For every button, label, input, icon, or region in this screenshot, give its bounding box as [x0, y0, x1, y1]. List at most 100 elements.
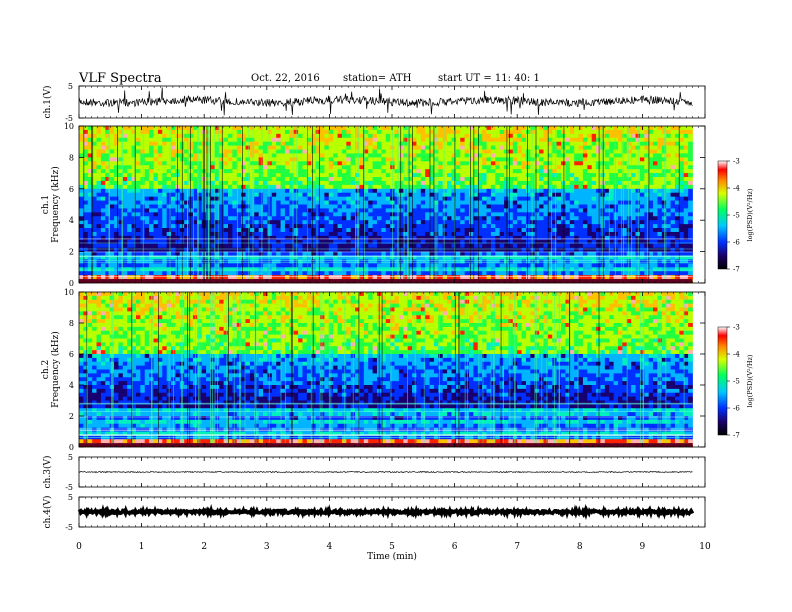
spectrogram-cell — [517, 141, 522, 147]
spectrogram-cell — [271, 145, 277, 150]
spectrogram-cell — [425, 184, 430, 190]
spectrogram-cell — [578, 212, 584, 217]
spectrogram-cell — [122, 184, 128, 190]
spectrogram-cell — [626, 157, 632, 162]
spectrogram-cell — [648, 169, 654, 174]
spectrogram-cell — [131, 204, 137, 209]
spectrogram-cell — [188, 192, 194, 198]
spectrogram-cell — [236, 212, 242, 217]
spectrogram-cell — [350, 255, 356, 260]
spectrogram-cell — [114, 255, 119, 260]
spectrogram-cell — [543, 149, 549, 154]
spectrogram-cell — [631, 161, 636, 166]
spectrogram-cell — [188, 247, 194, 253]
spectrogram-cell — [293, 208, 299, 213]
spectrogram-cell — [127, 149, 132, 154]
spectrogram-cell — [298, 208, 303, 213]
spectrogram-cell — [596, 243, 601, 249]
spectrogram-cell — [284, 153, 290, 158]
spectrogram-cell — [490, 165, 496, 170]
spectrogram-cell — [604, 173, 610, 178]
spectrogram-cell — [293, 235, 299, 241]
spectrogram-cell — [184, 208, 189, 213]
spectrogram-cell — [162, 157, 168, 162]
spectrogram-cell — [328, 129, 334, 135]
spectrogram-cell — [613, 177, 619, 182]
spectrogram-cell — [547, 157, 553, 162]
spectrogram-cell — [416, 192, 422, 198]
spectrogram-cell — [363, 235, 369, 241]
spectrogram-cell — [622, 192, 628, 198]
spectrogram-cell — [451, 255, 457, 260]
spectrogram-cell — [341, 149, 347, 154]
spectrogram-cell — [280, 180, 286, 186]
spectrogram-cell — [490, 247, 496, 253]
spectrogram-cell — [556, 177, 562, 182]
spectrogram-cell — [376, 228, 382, 233]
spectrogram-cell — [328, 224, 334, 229]
spectrogram-cell — [477, 184, 483, 190]
spectrogram-cell — [561, 157, 566, 162]
spectrogram-cell — [96, 161, 102, 166]
spectrogram-cell — [245, 243, 251, 249]
spectrogram-cell — [420, 235, 426, 241]
spectrogram-cell — [477, 173, 483, 178]
spectrogram-cell — [455, 169, 461, 174]
spectrogram-cell — [320, 216, 325, 221]
spectrogram-cell — [289, 196, 295, 201]
spectrogram-cell — [263, 126, 268, 131]
spectrogram-cell — [109, 141, 115, 147]
spectrogram-cell — [249, 129, 255, 135]
spectrogram-cell — [653, 133, 658, 139]
spectrogram-cell — [236, 208, 242, 213]
spectrogram-cell — [512, 177, 518, 182]
spectrogram-cell — [521, 137, 527, 143]
spectrogram-cell — [451, 196, 457, 201]
spectrogram-cell — [311, 208, 317, 213]
spectrogram-cell — [460, 161, 466, 166]
spectrogram-cell — [617, 208, 623, 213]
spectrogram-cell — [429, 228, 435, 233]
spectrogram-cell — [197, 224, 203, 229]
spectrogram-cell — [530, 231, 536, 237]
spectrogram-cell — [420, 216, 426, 221]
spectrogram-cell — [324, 235, 330, 241]
spectrogram-cell — [683, 192, 689, 198]
spectrogram-cell — [683, 247, 689, 253]
spectrogram-cell — [184, 133, 189, 139]
spectrogram-cell — [504, 153, 509, 158]
spectrogram-cell — [241, 208, 246, 213]
spectrogram-cell — [192, 235, 198, 241]
spectrogram-cell — [368, 129, 373, 135]
spectrogram-cell — [539, 188, 544, 194]
spectrogram-cell — [324, 188, 330, 194]
spectrogram-cell — [188, 184, 194, 190]
spectrogram-cell — [162, 161, 168, 166]
spectrogram-cell — [420, 149, 426, 154]
spectrogram-cell — [582, 149, 588, 154]
spectrogram-cell — [657, 247, 663, 253]
spectrogram-cell — [114, 180, 119, 186]
spectrogram-cell — [486, 180, 492, 186]
spectrogram-cell — [539, 231, 544, 237]
spectrogram-cell — [197, 204, 203, 209]
spectrogram-cell — [92, 145, 97, 150]
spectrogram-cell — [79, 157, 84, 162]
spectrogram-cell — [670, 177, 676, 182]
spectrogram-cell — [135, 220, 141, 225]
spectrogram-cell — [416, 255, 422, 260]
spectrogram-cell — [670, 243, 676, 249]
spectrogram-cell — [670, 180, 676, 186]
spectrogram-cell — [617, 153, 623, 158]
spectrogram-cell — [670, 192, 676, 198]
spectrogram-cell — [333, 251, 338, 256]
spectrogram-cell — [341, 192, 347, 198]
spectrogram-cell — [464, 216, 470, 221]
spectrogram-cell — [561, 141, 566, 147]
spectrogram-cell — [530, 157, 536, 162]
spectrogram-cell — [613, 161, 619, 166]
spectrogram-cell — [578, 192, 584, 198]
spectrogram-cell — [512, 208, 518, 213]
spectrogram-cell — [617, 141, 623, 147]
spectrogram-cell — [122, 212, 128, 217]
